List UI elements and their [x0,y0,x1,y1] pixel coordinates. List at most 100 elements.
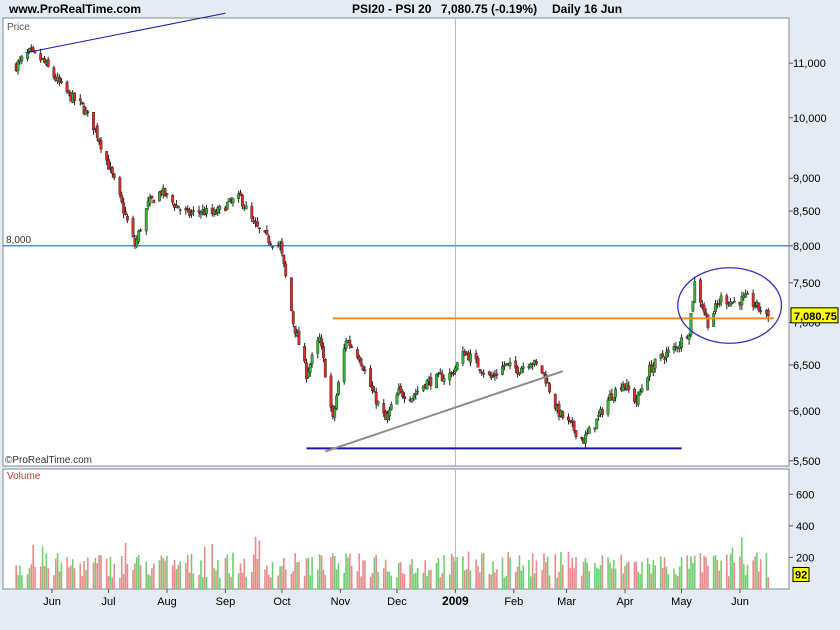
volume-bar [375,554,378,589]
volume-bar [411,559,413,589]
candle-body [289,277,293,312]
volume-bar [345,553,347,589]
y-tick-label: 6,000 [793,406,821,418]
volume-bar [382,568,385,589]
candle-body [540,365,544,374]
candle-body [308,363,312,373]
candle-body [256,221,259,227]
candle-body [663,358,666,360]
volume-bar [373,557,376,589]
volume-bar [720,560,722,589]
candle-body [280,241,284,254]
instrument-name: PSI20 - PSI 20 [352,2,432,16]
volume-bar [332,553,334,589]
candle-body [766,309,770,317]
candle-body [461,351,465,364]
volume-bar [350,565,353,589]
volume-bar [87,557,89,589]
candle-body [150,195,154,199]
last-price-change: 7,080.75 (-0.19%) [441,2,538,16]
volume-bar [560,552,562,589]
volume-bar [622,573,624,589]
candle-body [122,202,126,214]
volume-bar [149,575,151,589]
volume-bar [641,561,643,589]
candle-body [704,312,708,316]
volume-bar [83,561,85,589]
candle-body [73,92,77,101]
volume-bar [241,572,244,589]
last-price-box [790,307,839,324]
candle-body [452,373,455,375]
candle-body [529,364,533,369]
volume-bar [639,574,641,589]
candle-body [31,47,35,51]
volume-bar [267,574,270,589]
candle-body [388,410,391,417]
volume-bar [213,567,215,589]
volume-bar [582,562,585,589]
candle-body [67,90,71,93]
volume-bar [676,575,679,589]
chart-header: www.ProRealTime.com PSI20 - PSI 20 7,080… [0,0,840,18]
candle-body [627,385,631,390]
volume-bar [237,573,240,589]
volume-bar [119,577,121,589]
volume-bar [626,562,628,589]
rising-trendline [324,370,564,453]
candle-body [65,81,69,93]
volume-bar [43,566,46,589]
candle-body [144,208,148,232]
volume-bar [251,572,253,589]
candle-body [99,140,103,150]
candle-body [191,210,195,212]
candle-body [163,188,167,197]
volume-bar [426,575,428,589]
candle-body [665,351,668,358]
volume-bar [742,564,745,589]
x-tick-label: Dec [387,596,407,608]
volume-bar [81,576,83,589]
volume-bar [228,572,230,589]
candle-body [546,382,550,384]
x-tick-label: Feb [504,596,523,608]
volume-bar [620,554,623,589]
candle-body [371,385,374,391]
candle-body [126,215,129,221]
volume-bar [369,576,372,589]
volume-bar [218,577,221,589]
volume-bar [594,562,596,589]
candle-body [323,358,327,378]
volume-bar [356,571,359,589]
candle-body [680,337,683,348]
candle-body [699,279,702,303]
candle-body [661,353,665,357]
volume-bar [733,562,736,589]
candle-body [110,167,114,174]
volume-bar [347,557,349,589]
candle-body [112,173,116,179]
site-name[interactable]: www.ProRealTime.com [9,2,142,16]
candle-body [342,348,346,383]
volume-bar [399,562,402,589]
candle-body [120,195,124,203]
candle-body [218,205,222,210]
volume-bar [34,566,36,589]
volume-bar [454,560,457,589]
volume-bar [122,573,125,589]
volume-bar [575,557,577,589]
candle-body [20,56,24,61]
volume-bar [337,562,340,589]
volume-bar [21,575,23,589]
volume-bar [264,569,266,589]
candle-body [95,125,99,138]
volume-bar [211,544,214,589]
volume-bar [96,563,99,589]
candle-body [239,192,242,196]
volume-bar [494,572,496,589]
candle-body [244,205,248,210]
volume-bar [729,553,732,589]
volume-bar [614,568,617,589]
volume-bar [68,567,70,589]
